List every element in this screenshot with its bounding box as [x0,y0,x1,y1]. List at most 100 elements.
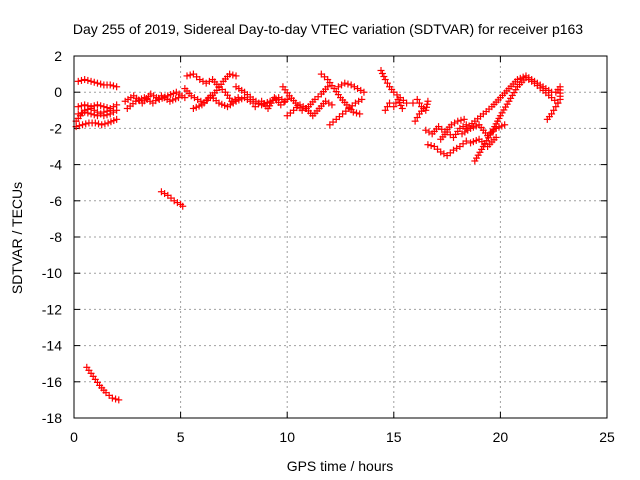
data-point [424,97,432,105]
data-point [380,73,388,81]
data-series-sdtvar [72,66,564,404]
data-point [283,95,291,103]
plot-frame [73,55,608,419]
data-point [398,104,406,112]
y-axis-label: SDTVAR / TECUs [9,182,25,294]
data-point [81,76,89,84]
y-tick-label: -10 [42,265,62,281]
data-point [451,119,459,127]
data-point [93,112,101,120]
data-point [75,122,83,130]
data-point [226,70,234,78]
data-point [77,76,85,84]
data-point [423,100,431,108]
data-point [344,80,352,88]
data-point [190,94,198,102]
data-point [420,104,428,112]
data-point [386,99,394,107]
data-point [501,121,509,129]
data-point [424,141,432,149]
data-point [550,106,558,114]
data-point [194,95,202,103]
data-point [548,110,556,118]
data-point [112,395,120,403]
data-point [440,150,448,158]
data-point [232,72,240,80]
data-point [453,144,461,152]
data-point [84,109,92,117]
data-point [231,95,239,103]
data-point [338,81,346,89]
x-tick-label: 25 [599,429,615,445]
data-point [173,199,181,207]
data-point [413,114,421,122]
data-point [202,79,210,87]
data-point [457,116,465,124]
y-tick-label: -8 [50,229,63,245]
data-point [181,94,189,102]
data-point [381,106,389,114]
data-point [108,394,116,402]
data-point [77,102,85,110]
grid-lines [74,56,607,418]
data-point [459,123,467,131]
data-point [403,99,411,107]
data-point [205,77,213,85]
data-point [325,99,333,107]
data-point [74,103,82,111]
data-point [422,126,430,134]
data-point [349,108,357,116]
data-point [352,109,360,117]
data-point [229,71,237,79]
data-point [415,99,423,107]
data-point [377,66,385,74]
chart-title: Day 255 of 2019, Sidereal Day-to-day VTE… [73,21,583,37]
data-point [106,81,114,89]
x-tick-label: 20 [493,429,509,445]
data-point [97,80,105,88]
data-point [409,99,417,107]
data-point [103,107,111,115]
data-point [115,396,123,404]
data-point [462,137,470,145]
data-point [161,190,169,198]
data-point [90,102,98,110]
data-point [90,78,98,86]
data-point [355,97,363,105]
data-point [109,82,117,90]
data-point [460,115,468,123]
data-point [87,103,95,111]
data-point [324,83,332,91]
data-point [427,142,435,150]
data-point [357,86,365,94]
data-point [552,88,560,96]
y-tick-label: -12 [42,301,62,317]
y-tick-labels: -18 -16 -14 -12 -10 -8 -6 -4 -2 0 2 [42,48,62,426]
data-point [93,79,101,87]
data-point [97,102,105,110]
data-point [179,202,187,210]
data-point [378,69,386,77]
y-tick-label: -14 [42,338,62,354]
data-point [84,102,92,110]
y-tick-label: -16 [42,374,62,390]
data-point [381,76,389,84]
data-point [454,117,462,125]
data-point [97,110,105,118]
data-point [425,128,433,136]
data-point [113,83,121,91]
data-point [395,98,403,106]
y-tick-label: -18 [42,410,62,426]
data-point [356,110,364,118]
y-tick-label: -6 [50,193,63,209]
data-point [91,119,99,127]
data-point [157,188,165,196]
x-axis-label: GPS time / hours [287,458,394,474]
x-tick-label: 0 [70,429,78,445]
data-point [186,71,194,79]
data-point [74,110,82,118]
x-tick-label: 10 [279,429,295,445]
data-point [109,103,117,111]
data-point [100,108,108,116]
data-point [113,115,121,123]
